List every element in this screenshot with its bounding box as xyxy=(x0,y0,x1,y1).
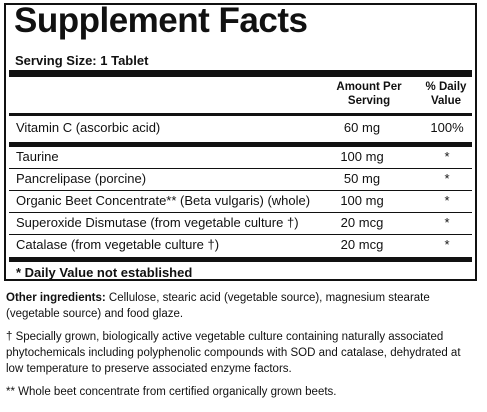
serving-size: Serving Size: 1 Tablet xyxy=(15,53,149,68)
footer-divider xyxy=(9,257,472,262)
row-name: Organic Beet Concentrate** (Beta vulgari… xyxy=(16,193,311,208)
whole-beet-note: ** Whole beet concentrate from certified… xyxy=(6,386,337,398)
row-amount: 20 mcg xyxy=(340,215,384,230)
table-row: Pancrelipase (porcine) 50 mg * xyxy=(9,168,472,191)
row-amount: 50 mg xyxy=(343,171,381,186)
row-amount: 60 mg xyxy=(343,120,381,135)
other-ingredients-text: Cellulose, stearic acid (vegetable sourc… xyxy=(6,292,430,320)
thick-divider xyxy=(9,70,472,77)
row-name: Catalase (from vegetable culture †) xyxy=(16,237,220,252)
row-amount: 100 mg xyxy=(340,193,384,208)
row-daily-value: * xyxy=(444,215,450,230)
daily-value-header: % Daily Value xyxy=(425,81,467,107)
row-name: Pancrelipase (porcine) xyxy=(16,171,147,186)
other-ingredients-label: Other ingredients: xyxy=(6,292,106,304)
row-daily-value: * xyxy=(444,193,450,208)
other-ingredients: Other ingredients: Cellulose, stearic ac… xyxy=(6,290,476,322)
row-name: Taurine xyxy=(16,149,59,164)
amount-per-serving-header: Amount Per Serving xyxy=(336,81,402,107)
row-daily-value: * xyxy=(444,171,450,186)
row-name: Superoxide Dismutase (from vegetable cul… xyxy=(16,215,299,230)
table-row: Vitamin C (ascorbic acid) 60 mg 100% xyxy=(9,117,472,139)
table-row: Superoxide Dismutase (from vegetable cul… xyxy=(9,212,472,235)
row-name: Vitamin C (ascorbic acid) xyxy=(16,120,161,135)
row-amount: 20 mcg xyxy=(340,237,384,252)
table-row: Organic Beet Concentrate** (Beta vulgari… xyxy=(9,190,472,213)
row-daily-value: * xyxy=(444,149,450,164)
row-daily-value: 100% xyxy=(430,120,464,135)
table-row: Taurine 100 mg * xyxy=(9,146,472,169)
vegetable-culture-note: † Specially grown, biologically active v… xyxy=(6,331,461,375)
daily-value-footnote: * Daily Value not established xyxy=(16,265,193,280)
row-daily-value: * xyxy=(444,237,450,252)
table-row: Catalase (from vegetable culture †) 20 m… xyxy=(9,234,472,256)
supplement-facts-panel: Supplement Facts Serving Size: 1 Tablet … xyxy=(4,1,477,281)
row-amount: 100 mg xyxy=(340,149,384,164)
section-divider xyxy=(9,142,472,147)
panel-title: Supplement Facts xyxy=(14,1,308,40)
header-divider xyxy=(9,113,472,116)
